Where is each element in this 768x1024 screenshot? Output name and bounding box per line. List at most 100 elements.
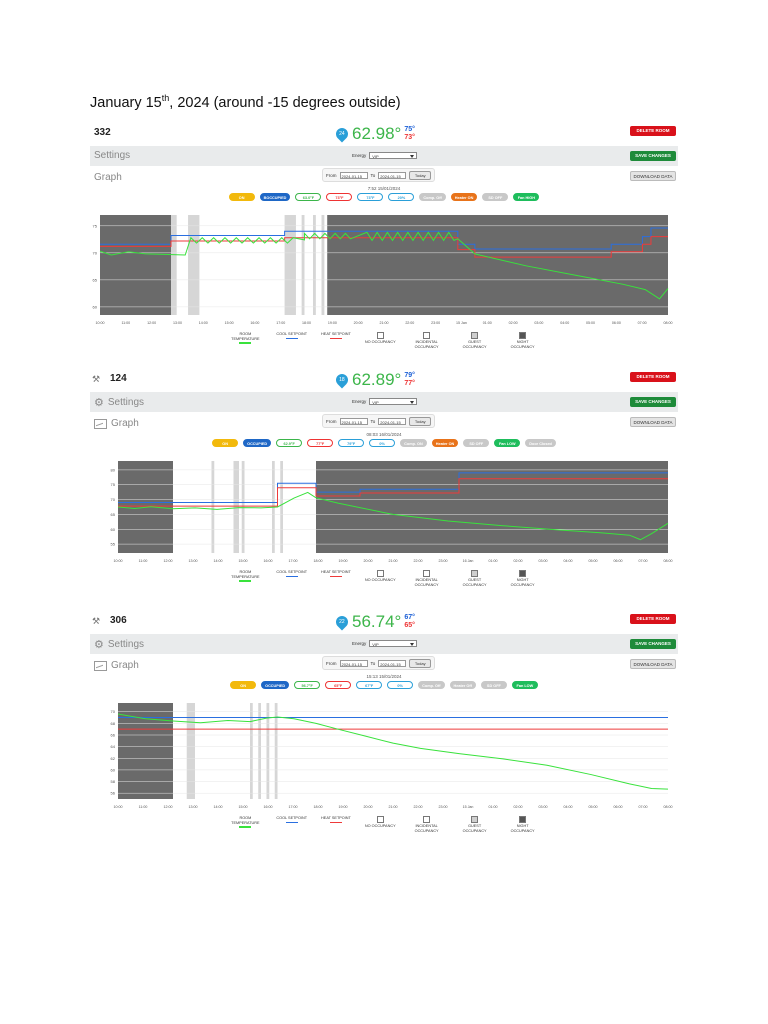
status-pill[interactable]: 77°F xyxy=(307,439,334,447)
status-pill[interactable]: Comp. ON xyxy=(400,439,427,447)
status-pill[interactable]: 20% xyxy=(388,193,415,201)
status-pill[interactable]: BOCCUPIED xyxy=(259,193,291,201)
to-date-input[interactable]: 2024-01-15 xyxy=(378,659,407,667)
y-tick-label: 58 xyxy=(111,779,116,784)
settings-label[interactable]: ⚙ Settings xyxy=(94,397,145,409)
download-data-button[interactable]: DOWNLOAD DATA xyxy=(630,417,676,427)
legend-guest[interactable]: GUEST OCCUPANCY xyxy=(458,332,492,349)
room-temperature: 62.98° xyxy=(352,124,402,143)
legend-night[interactable]: NIGHT OCCUPANCY xyxy=(506,570,540,587)
from-label: From xyxy=(326,172,337,178)
delete-room-button[interactable]: DELETE ROOM xyxy=(630,614,676,624)
settings-label[interactable]: Settings xyxy=(94,150,131,161)
legend-heat-setpoint[interactable]: HEAT SETPOINT xyxy=(321,570,351,587)
y-tick-label: 55 xyxy=(111,542,116,547)
today-button[interactable]: Today xyxy=(409,416,432,426)
legend-no-occupancy[interactable]: NO OCCUPANCY xyxy=(365,332,396,349)
status-pill[interactable]: SD OFF xyxy=(482,193,509,201)
status-pill[interactable]: Fan HIGH xyxy=(513,193,540,201)
night-occupancy-band xyxy=(327,215,668,315)
guest-occupancy-band xyxy=(301,215,305,315)
y-tick-label: 80 xyxy=(111,467,116,472)
guest-occupancy-band xyxy=(321,215,325,315)
status-pill[interactable]: 0% xyxy=(387,681,414,689)
graph-label[interactable]: Graph xyxy=(94,418,139,429)
save-changes-button[interactable]: SAVE CHANGES xyxy=(630,151,676,161)
legend-night[interactable]: NIGHT OCCUPANCY xyxy=(506,816,540,833)
x-tick-label: 02:00 xyxy=(514,559,523,563)
status-pill[interactable]: ON xyxy=(228,193,255,201)
energy-select[interactable]: VIP xyxy=(369,152,418,159)
cool-setpoint-value: 79° xyxy=(404,372,415,379)
status-pill[interactable]: 67°F xyxy=(356,681,383,689)
wrench-icon[interactable]: ⚒ xyxy=(92,616,101,626)
legend-no-occupancy[interactable]: NO OCCUPANCY xyxy=(365,816,396,833)
status-pill[interactable]: 65°F xyxy=(325,681,352,689)
legend-guest[interactable]: GUEST OCCUPANCY xyxy=(458,570,492,587)
x-tick-label: 11:00 xyxy=(139,559,148,563)
status-pill[interactable]: Comp. Off xyxy=(418,681,445,689)
status-pill[interactable]: 0% xyxy=(369,439,396,447)
status-pill[interactable]: 73°F xyxy=(326,193,353,201)
from-date-input[interactable]: 2024-01-15 xyxy=(339,417,368,425)
status-pill[interactable]: OCCUPIED xyxy=(243,439,272,447)
status-pill[interactable]: Fan LOW xyxy=(494,439,521,447)
today-button[interactable]: Today xyxy=(409,170,432,180)
x-tick-label: 05:00 xyxy=(586,321,595,325)
legend-incidental[interactable]: INCIDENTAL OCCUPANCY xyxy=(410,332,444,349)
status-pill[interactable]: 62.9°F xyxy=(276,439,303,447)
legend-incidental[interactable]: INCIDENTAL OCCUPANCY xyxy=(410,816,444,833)
legend-heat-setpoint[interactable]: HEAT SETPOINT xyxy=(321,816,351,833)
x-tick-label: 21:00 xyxy=(389,805,398,809)
status-pill[interactable]: 56.7°F xyxy=(294,681,321,689)
status-pill[interactable]: Heater Off xyxy=(449,681,476,689)
legend-cool-setpoint[interactable]: COOL SETPOINT xyxy=(276,332,307,349)
legend-heat-setpoint[interactable]: HEAT SETPOINT xyxy=(321,332,351,349)
status-pill[interactable]: 79°F xyxy=(338,439,365,447)
legend-room-temp[interactable]: ROOM TEMPERATURE xyxy=(228,816,262,833)
status-pill[interactable]: SD OFF xyxy=(463,439,490,447)
graph-label[interactable]: Graph xyxy=(94,660,139,671)
to-date-input[interactable]: 2024-01-15 xyxy=(378,171,407,179)
status-pill[interactable]: Fan LOW xyxy=(511,681,538,689)
status-pill[interactable]: Heater ON xyxy=(450,193,478,201)
status-pill[interactable]: SD OFF xyxy=(480,681,507,689)
status-pill[interactable]: ON xyxy=(230,681,257,689)
legend-no-occupancy[interactable]: NO OCCUPANCY xyxy=(365,570,396,587)
status-pill[interactable]: Door Closed xyxy=(525,439,556,447)
from-date-input[interactable]: 2024-01-15 xyxy=(339,171,368,179)
status-pill[interactable]: Comp. Off xyxy=(419,193,446,201)
legend-room-temp[interactable]: ROOM TEMPERATURE xyxy=(228,570,262,587)
graph-label[interactable]: Graph xyxy=(94,172,122,183)
settings-label[interactable]: ⚙ Settings xyxy=(94,639,145,651)
status-pill[interactable]: 63.0°F xyxy=(295,193,322,201)
to-date-input[interactable]: 2024-01-15 xyxy=(378,417,407,425)
legend-guest[interactable]: GUEST OCCUPANCY xyxy=(458,816,492,833)
legend-cool-setpoint[interactable]: COOL SETPOINT xyxy=(276,570,307,587)
delete-room-button[interactable]: DELETE ROOM xyxy=(630,126,676,136)
status-pill[interactable]: OCCUPIED xyxy=(261,681,290,689)
today-button[interactable]: Today xyxy=(409,658,432,668)
legend-incidental[interactable]: INCIDENTAL OCCUPANCY xyxy=(410,570,444,587)
legend-room-temp[interactable]: ROOM TEMPERATURE xyxy=(228,332,262,349)
wrench-icon[interactable]: ⚒ xyxy=(92,374,101,384)
from-date-input[interactable]: 2024-01-15 xyxy=(339,659,368,667)
to-label: To xyxy=(370,660,376,666)
save-changes-button[interactable]: SAVE CHANGES xyxy=(630,397,676,407)
x-tick-label: 10:00 xyxy=(114,805,123,809)
status-pill[interactable]: Heater ON xyxy=(431,439,459,447)
status-pill[interactable]: 73°F xyxy=(357,193,384,201)
energy-select[interactable]: VIP xyxy=(369,640,418,647)
from-label: From xyxy=(326,418,337,424)
status-pill[interactable]: ON xyxy=(212,439,239,447)
download-data-button[interactable]: DOWNLOAD DATA xyxy=(630,171,676,181)
humidity-value: 18 xyxy=(339,377,345,384)
download-data-button[interactable]: DOWNLOAD DATA xyxy=(630,659,676,669)
save-changes-button[interactable]: SAVE CHANGES xyxy=(630,639,676,649)
energy-select[interactable]: VIP xyxy=(369,398,418,405)
legend-cool-setpoint[interactable]: COOL SETPOINT xyxy=(276,816,307,833)
x-tick-label: 06:00 xyxy=(612,321,621,325)
delete-room-button[interactable]: DELETE ROOM xyxy=(630,372,676,382)
x-tick-label: 15:00 xyxy=(225,321,234,325)
legend-night[interactable]: NIGHT OCCUPANCY xyxy=(506,332,540,349)
